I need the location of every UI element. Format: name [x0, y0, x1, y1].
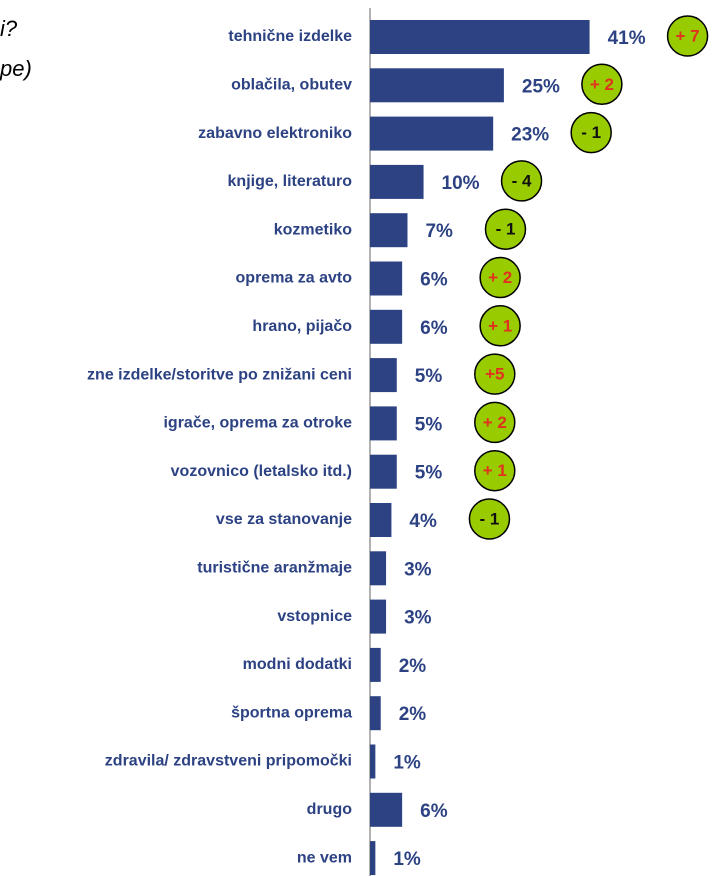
change-label: - 1 — [480, 509, 500, 528]
change-label: - 1 — [581, 123, 601, 142]
bar — [370, 551, 387, 586]
value-label: 5% — [415, 414, 443, 435]
change-label: +5 — [485, 365, 504, 384]
bar — [370, 841, 376, 876]
change-badge — [468, 498, 511, 540]
change-label: - 1 — [496, 220, 516, 239]
category-label: zne izdelke/storitve po znižani ceni — [87, 366, 352, 383]
change-label: + 2 — [488, 268, 512, 287]
value-label: 25% — [522, 76, 560, 97]
change-label: + 2 — [483, 413, 507, 432]
change-badge — [484, 208, 527, 250]
bar — [370, 116, 494, 151]
category-label: tehnične izdelke — [228, 28, 352, 45]
category-label: športna oprema — [231, 704, 352, 721]
change-badge — [500, 160, 543, 202]
category-label: kozmetiko — [274, 221, 352, 238]
change-badge — [474, 401, 516, 444]
value-label: 6% — [420, 318, 448, 339]
bar — [370, 68, 504, 103]
value-label: 1% — [393, 849, 421, 870]
change-badge — [479, 256, 521, 299]
category-label: oblačila, obutev — [231, 77, 352, 94]
bar — [370, 20, 590, 54]
bar — [370, 792, 403, 827]
category-label: drugo — [307, 801, 353, 818]
category-label: zabavno elektroniko — [198, 125, 352, 142]
value-label: 41% — [608, 28, 646, 49]
value-label: 6% — [420, 801, 448, 822]
change-badge — [474, 353, 516, 395]
value-label: 5% — [415, 366, 443, 387]
category-label: vse za stanovanje — [216, 511, 352, 528]
change-label: + 7 — [676, 26, 700, 45]
change-badge — [474, 449, 516, 492]
change-badge — [479, 305, 521, 347]
change-badge — [581, 63, 623, 106]
value-label: 10% — [442, 173, 480, 194]
category-label: oprema za avto — [236, 270, 353, 287]
value-label: 6% — [420, 270, 448, 291]
change-label: + 1 — [483, 461, 507, 480]
change-badge — [570, 111, 612, 154]
category-label: turistične aranžmaje — [197, 560, 352, 577]
bar — [370, 358, 397, 393]
change-label: + 1 — [488, 316, 512, 335]
bar — [370, 503, 392, 537]
title-fragment: pe) — [0, 56, 32, 81]
category-label: vstopnice — [277, 608, 352, 625]
value-label: 2% — [399, 656, 427, 677]
bar — [370, 213, 408, 248]
value-label: 5% — [415, 463, 443, 484]
category-label: hrano, pijačo — [252, 318, 352, 335]
value-label: 2% — [399, 704, 427, 725]
value-label: 7% — [425, 221, 453, 242]
bar — [370, 261, 403, 296]
value-label: 3% — [404, 559, 432, 580]
category-label: vozovnico (letalsko itd.) — [171, 463, 352, 480]
bar — [370, 647, 381, 682]
bar — [370, 454, 397, 489]
bar — [370, 696, 381, 731]
category-label: igrače, oprema za otroke — [163, 415, 352, 432]
bar — [370, 744, 376, 779]
value-label: 1% — [393, 753, 421, 774]
value-label: 3% — [404, 608, 432, 629]
change-label: + 2 — [590, 75, 614, 94]
bar — [370, 164, 424, 199]
category-label: modni dodatki — [243, 656, 352, 673]
bar — [370, 406, 397, 441]
category-label: ne vem — [297, 849, 352, 866]
change-label: - 4 — [512, 171, 532, 190]
value-label: 23% — [511, 125, 549, 146]
title-fragment: i? — [0, 16, 18, 41]
change-badge — [666, 15, 709, 57]
category-label: zdravila/ zdravstveni pripomočki — [105, 753, 352, 770]
bar — [370, 599, 387, 634]
category-label: knjige, literaturo — [228, 173, 353, 190]
bar — [370, 309, 403, 344]
value-label: 4% — [409, 511, 437, 532]
